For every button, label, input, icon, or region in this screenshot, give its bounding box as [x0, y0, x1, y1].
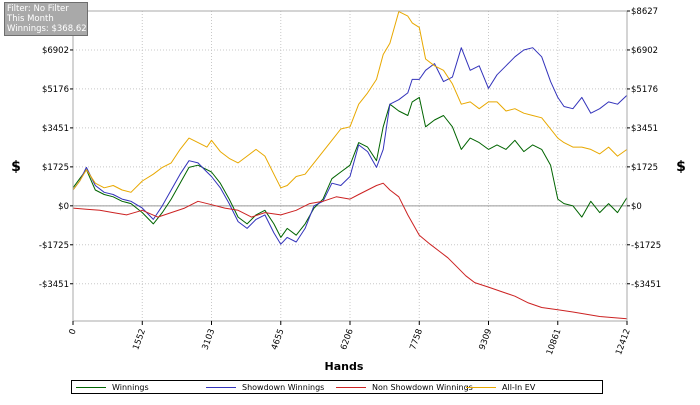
right-tick-label-6: $6902: [631, 46, 658, 56]
x-tick-label-8: 12412: [614, 328, 633, 357]
x-axis-ticks: 0 1552 3103 4655 6206 7758 9309 10861 12412: [68, 321, 633, 356]
x-tick-label-7: 10861: [545, 328, 564, 357]
left-tick-label-1: -$1725: [39, 241, 69, 251]
legend: Winnings Showdown Winnings Non Showdown …: [71, 380, 603, 394]
left-tick-label-2: $0: [58, 202, 69, 212]
y-axis-label-right: $: [676, 159, 686, 175]
plot-frame: [72, 10, 628, 322]
x-tick-label-5: 7758: [408, 328, 425, 352]
legend-item-non-showdown-winnings: Non Showdown Winnings: [336, 381, 473, 393]
right-axis-ticks: -$3451 -$1725 $0 $1725 $3451 $5176 $6902 $8627: [627, 7, 661, 290]
x-tick-label-2: 3103: [201, 328, 218, 352]
x-tick-label-1: 1552: [131, 328, 148, 352]
y-axis-label-left: $: [11, 159, 21, 175]
legend-swatch-winnings: [76, 386, 106, 388]
legend-swatch-non-showdown-winnings: [336, 386, 366, 388]
right-tick-label-3: $1725: [631, 163, 658, 173]
right-tick-label-1: -$1725: [631, 241, 661, 251]
series-layer: [72, 11, 628, 320]
grid: [72, 10, 628, 321]
period-text: This Month: [7, 14, 54, 24]
left-tick-label-0: -$3451: [39, 280, 69, 290]
legend-item-all-in-ev: All-In EV: [466, 381, 535, 393]
right-tick-label-0: -$3451: [631, 280, 661, 290]
legend-label-non-showdown-winnings: Non Showdown Winnings: [372, 382, 473, 392]
x-tick-label-0: 0: [68, 328, 79, 337]
left-tick-label-6: $6902: [42, 46, 69, 56]
series-line-non-showdown-winnings: [72, 182, 628, 320]
x-axis-label: Hands: [325, 360, 364, 373]
legend-label-winnings: Winnings: [112, 382, 149, 392]
winnings-text: Winnings: $368.62: [7, 24, 87, 34]
left-tick-label-4: $3451: [42, 124, 69, 134]
legend-label-showdown-winnings: Showdown Winnings: [242, 382, 325, 392]
right-tick-label-7: $8627: [631, 7, 658, 17]
legend-swatch-showdown-winnings: [206, 386, 236, 388]
right-tick-label-5: $5176: [631, 85, 658, 95]
filter-text: Filter: No Filter: [7, 4, 69, 14]
series-line-all-in-ev: [72, 11, 628, 193]
series-line-showdown-winnings: [72, 47, 628, 245]
x-tick-label-3: 4655: [270, 328, 287, 352]
series-line-winnings: [72, 96, 628, 238]
right-tick-label-2: $0: [631, 202, 642, 212]
legend-item-showdown-winnings: Showdown Winnings: [206, 381, 324, 393]
left-axis-ticks: -$3451-$1725$0$1725$3451$5176$6902$8627: [39, 7, 73, 290]
x-tick-label-6: 9309: [478, 328, 495, 352]
legend-label-all-in-ev: All-In EV: [502, 382, 536, 392]
right-tick-label-4: $3451: [631, 124, 658, 134]
legend-swatch-all-in-ev: [466, 386, 496, 388]
x-tick-label-4: 6206: [339, 328, 356, 352]
left-tick-label-3: $1725: [42, 163, 69, 173]
filter-info-panel: Filter: No Filter This Month Winnings: $…: [4, 2, 88, 36]
legend-item-winnings: Winnings: [76, 381, 149, 393]
left-tick-label-5: $5176: [42, 85, 69, 95]
